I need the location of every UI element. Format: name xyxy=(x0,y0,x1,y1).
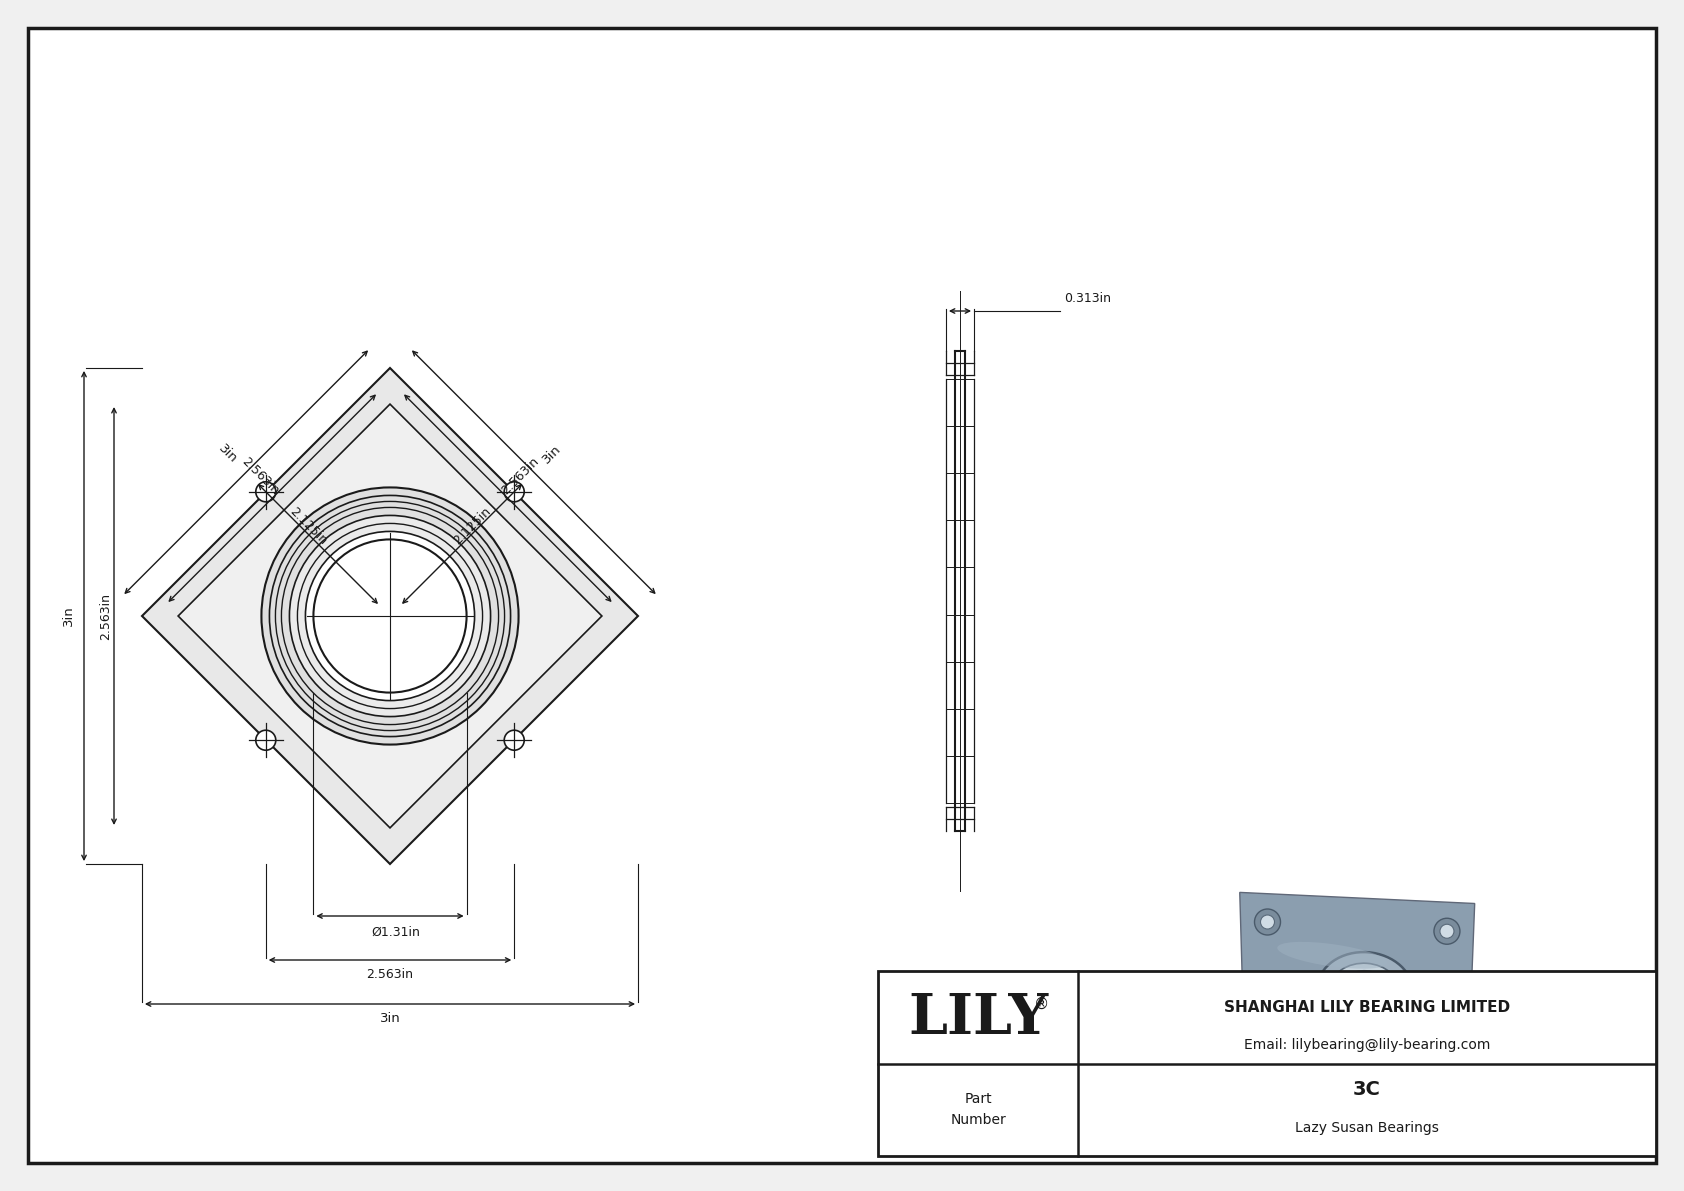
Circle shape xyxy=(1255,909,1280,935)
Polygon shape xyxy=(141,368,638,863)
Ellipse shape xyxy=(1276,942,1388,968)
Text: 2.563in: 2.563in xyxy=(367,967,414,980)
Circle shape xyxy=(1440,924,1453,939)
Circle shape xyxy=(1435,918,1460,944)
Text: LILY: LILY xyxy=(908,991,1047,1046)
Circle shape xyxy=(1433,1059,1447,1073)
Circle shape xyxy=(1255,1045,1280,1070)
Circle shape xyxy=(313,540,466,693)
Text: 3C: 3C xyxy=(1352,1080,1381,1099)
Text: 3in: 3in xyxy=(541,442,564,466)
Text: Email: lilybearing@lily-bearing.com: Email: lilybearing@lily-bearing.com xyxy=(1244,1039,1490,1052)
Text: 2.563in: 2.563in xyxy=(99,592,113,640)
Polygon shape xyxy=(1239,892,1475,1092)
Text: SHANGHAI LILY BEARING LIMITED: SHANGHAI LILY BEARING LIMITED xyxy=(1224,1000,1511,1016)
Circle shape xyxy=(256,482,276,501)
Text: 2.125in: 2.125in xyxy=(451,505,493,547)
Circle shape xyxy=(261,487,519,744)
Text: 3in: 3in xyxy=(62,606,74,626)
Text: 3in: 3in xyxy=(379,1011,401,1024)
Text: 2.125in: 2.125in xyxy=(286,505,328,547)
Text: Lazy Susan Bearings: Lazy Susan Bearings xyxy=(1295,1121,1438,1135)
Text: Ø1.31in: Ø1.31in xyxy=(372,925,421,939)
Circle shape xyxy=(504,730,524,750)
Ellipse shape xyxy=(1330,964,1399,1018)
Text: 3in: 3in xyxy=(216,442,241,466)
Text: ®: ® xyxy=(1034,997,1049,1012)
Circle shape xyxy=(290,516,490,717)
Text: 0.313in: 0.313in xyxy=(1064,293,1111,306)
Text: 2.563in: 2.563in xyxy=(239,455,281,498)
Text: Part
Number: Part Number xyxy=(950,1092,1005,1127)
Circle shape xyxy=(1261,1050,1275,1064)
Text: 2.563in: 2.563in xyxy=(498,455,541,498)
Bar xyxy=(877,971,1655,1156)
Ellipse shape xyxy=(1339,971,1391,1011)
Circle shape xyxy=(256,730,276,750)
Ellipse shape xyxy=(1317,952,1413,1030)
Polygon shape xyxy=(179,404,601,828)
Circle shape xyxy=(504,482,524,501)
Circle shape xyxy=(1261,915,1275,929)
Circle shape xyxy=(305,531,475,700)
Circle shape xyxy=(1426,1053,1453,1079)
